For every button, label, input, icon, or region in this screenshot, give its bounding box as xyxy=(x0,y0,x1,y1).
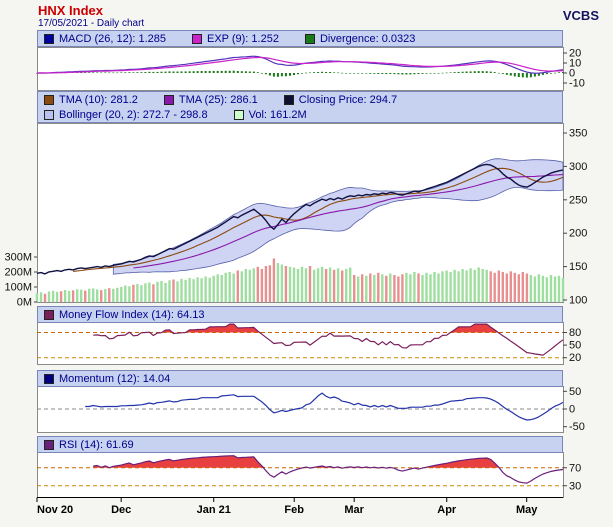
volume-legend-entry: Vol: 161.2M xyxy=(233,108,307,121)
macd-legend-entry: MACD (26, 12): 1.285 xyxy=(44,33,166,45)
svg-text:300M: 300M xyxy=(4,252,32,264)
momentum-legend-entry: Momentum (12): 14.04 xyxy=(44,373,170,385)
svg-text:Jan 21: Jan 21 xyxy=(197,504,231,516)
svg-text:Nov 20: Nov 20 xyxy=(37,504,73,516)
svg-text:50: 50 xyxy=(569,340,581,352)
svg-text:Mar: Mar xyxy=(344,504,364,516)
price-legend: TMA (10): 281.2 TMA (25): 286.1 Closing … xyxy=(37,91,563,123)
mfi-legend: Money Flow Index (14): 64.13 xyxy=(37,306,563,323)
svg-text:0: 0 xyxy=(569,404,575,416)
closing-price-color-chip xyxy=(283,94,294,105)
mfi-legend-entry: Money Flow Index (14): 64.13 xyxy=(44,309,205,321)
macd-label: MACD (26, 12): 1.285 xyxy=(59,32,166,45)
svg-text:20: 20 xyxy=(569,352,581,364)
momentum-panel: 50 0 -50 xyxy=(37,386,585,433)
momentum-legend: Momentum (12): 14.04 xyxy=(37,370,563,387)
exp-color-chip xyxy=(192,33,202,44)
page-title: HNX Index xyxy=(38,3,104,18)
tma10-label: TMA (10): 281.2 xyxy=(59,93,138,106)
divergence-label: Divergence: 0.0323 xyxy=(319,32,416,45)
macd-legend: MACD (26, 12): 1.285 EXP (9): 1.252 Dive… xyxy=(37,30,563,47)
macd-color-chip xyxy=(44,33,54,44)
momentum-label: Momentum (12): 14.04 xyxy=(59,372,171,385)
momentum-color-chip xyxy=(44,373,54,384)
closing-price-legend-entry: Closing Price: 294.7 xyxy=(283,93,398,106)
svg-text:Apr: Apr xyxy=(437,504,457,516)
svg-text:0M: 0M xyxy=(17,297,32,309)
rsi-label: RSI (14): 61.69 xyxy=(59,438,134,451)
svg-text:30: 30 xyxy=(569,480,581,492)
brand-logo: VCBS xyxy=(562,8,599,23)
svg-text:50: 50 xyxy=(569,386,581,398)
tma25-color-chip xyxy=(163,94,174,105)
svg-text:80: 80 xyxy=(569,327,581,339)
bollinger-label: Bollinger (20, 2): 272.7 - 298.8 xyxy=(59,108,208,121)
svg-text:200: 200 xyxy=(569,228,587,240)
bollinger-legend-entry: Bollinger (20, 2): 272.7 - 298.8 xyxy=(44,109,208,121)
svg-text:350: 350 xyxy=(569,128,587,140)
volume-label: Vol: 161.2M xyxy=(248,108,307,121)
chart-subtitle: 17/05/2021 - Daily chart xyxy=(38,18,145,29)
svg-text:-50: -50 xyxy=(569,421,585,433)
price-legend-row-1: TMA (10): 281.2 TMA (25): 286.1 Closing … xyxy=(38,92,562,107)
mfi-color-chip xyxy=(44,309,54,320)
svg-text:20: 20 xyxy=(569,48,581,60)
divergence-legend-entry: Divergence: 0.0323 xyxy=(304,32,416,45)
mfi-label: Money Flow Index (14): 64.13 xyxy=(59,308,205,321)
price-legend-row-2: Bollinger (20, 2): 272.7 - 298.8 Vol: 16… xyxy=(38,107,562,122)
svg-text:200M: 200M xyxy=(4,267,32,279)
exp-label: EXP (9): 1.252 xyxy=(207,32,279,45)
svg-text:150: 150 xyxy=(569,261,587,273)
svg-text:Feb: Feb xyxy=(284,504,304,516)
svg-text:-10: -10 xyxy=(569,78,585,90)
svg-text:May: May xyxy=(516,504,538,516)
svg-text:70: 70 xyxy=(569,462,581,474)
tma10-color-chip xyxy=(44,94,54,105)
tma10-legend-entry: TMA (10): 281.2 xyxy=(44,94,138,106)
exp-legend-entry: EXP (9): 1.252 xyxy=(192,33,279,45)
tma25-legend-entry: TMA (25): 286.1 xyxy=(163,93,258,106)
tma25-label: TMA (25): 286.1 xyxy=(178,93,258,106)
svg-text:300: 300 xyxy=(569,161,587,173)
svg-text:100M: 100M xyxy=(4,282,32,294)
rsi-color-chip xyxy=(44,439,54,450)
rsi-panel: 70 30 xyxy=(37,452,581,498)
svg-text:250: 250 xyxy=(569,194,587,206)
bollinger-color-chip xyxy=(44,109,54,120)
svg-text:Dec: Dec xyxy=(111,504,131,516)
price-panel: 350 300 250 200 150 100 300M 200M 100M 0M xyxy=(4,123,587,309)
svg-text:0: 0 xyxy=(569,68,575,80)
rsi-legend-entry: RSI (14): 61.69 xyxy=(44,439,134,451)
divergence-color-chip xyxy=(304,33,315,44)
x-axis: Nov 20 Dec Jan 21 Feb Mar Apr May xyxy=(36,497,563,516)
svg-text:100: 100 xyxy=(569,294,587,306)
closing-price-label: Closing Price: 294.7 xyxy=(298,93,398,106)
rsi-legend: RSI (14): 61.69 xyxy=(37,436,563,453)
svg-text:10: 10 xyxy=(569,58,581,70)
volume-color-chip xyxy=(233,109,244,120)
